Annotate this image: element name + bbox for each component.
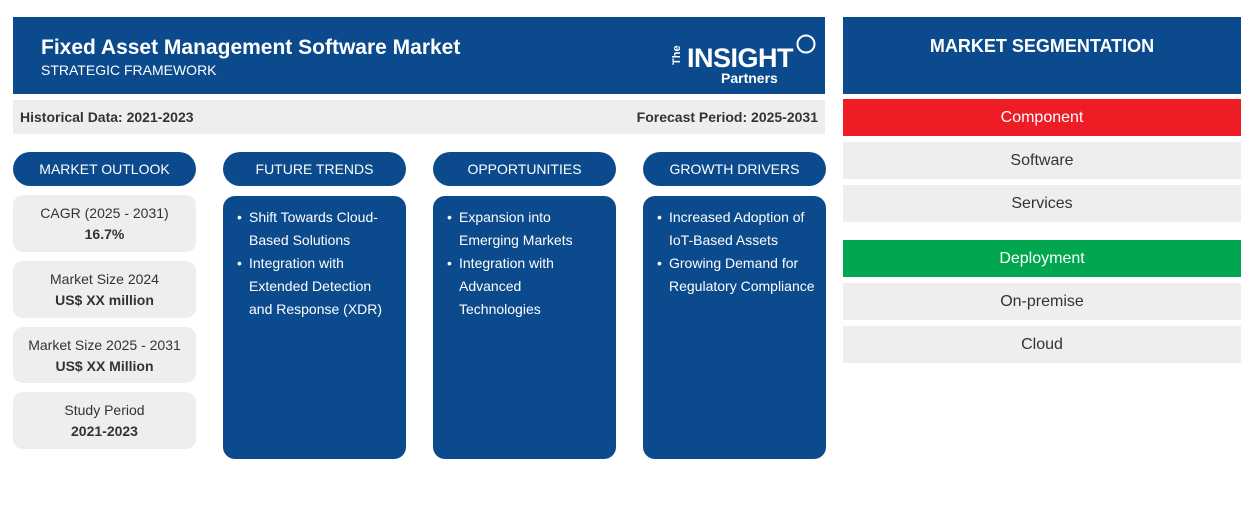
list-item: Increased Adoption of IoT-Based Assets	[657, 206, 816, 252]
segment-item-cloud: Cloud	[843, 326, 1241, 363]
outlook-value: 2021-2023	[71, 423, 138, 439]
outlook-label: Study Period	[64, 402, 145, 418]
outlook-cagr: CAGR (2025 - 2031) 16.7%	[13, 195, 196, 252]
period-bar: Historical Data: 2021-2023 Forecast Peri…	[13, 100, 825, 134]
insight-partners-logo: The INSIGHT Partners	[665, 29, 816, 86]
historical-data: Historical Data: 2021-2023	[20, 109, 194, 125]
outlook-value: 16.7%	[84, 226, 125, 242]
growth-drivers-card: Increased Adoption of IoT-Based Assets G…	[643, 196, 826, 459]
list-item: Expansion into Emerging Markets	[447, 206, 606, 252]
segment-item-software: Software	[843, 142, 1241, 179]
segment-category-deployment: Deployment	[843, 240, 1241, 277]
future-trends-card: Shift Towards Cloud-Based Solutions Inte…	[223, 196, 406, 459]
outlook-study-period: Study Period 2021-2023	[13, 392, 196, 449]
logo-insight-text: INSIGHT	[687, 43, 794, 73]
opportunities-header: OPPORTUNITIES	[433, 152, 616, 186]
logo-partners-text: Partners	[721, 70, 778, 86]
segmentation-title: MARKET SEGMENTATION	[843, 17, 1241, 94]
outlook-value: US$ XX Million	[55, 357, 154, 374]
logo-the-text: The	[671, 45, 683, 65]
outlook-market-size-forecast: Market Size 2025 - 2031 US$ XX Million	[13, 327, 196, 383]
list-item: Integration with Extended Detection and …	[237, 252, 396, 321]
outlook-market-size-2024: Market Size 2024 US$ XX million	[13, 261, 196, 318]
growth-drivers-header: GROWTH DRIVERS	[643, 152, 826, 186]
outlook-value: US$ XX million	[55, 292, 154, 308]
future-trends-header: FUTURE TRENDS	[223, 152, 406, 186]
list-item: Growing Demand for Regulatory Compliance	[657, 252, 816, 298]
opportunities-card: Expansion into Emerging Markets Integrat…	[433, 196, 616, 459]
segment-category-component: Component	[843, 99, 1241, 136]
outlook-label: CAGR (2025 - 2031)	[40, 205, 169, 221]
report-header: Fixed Asset Management Software Market S…	[13, 17, 825, 94]
list-item: Integration with Advanced Technologies	[447, 252, 606, 321]
segment-item-on-premise: On-premise	[843, 283, 1241, 320]
logo-ring-icon	[796, 34, 816, 54]
market-outlook-header: MARKET OUTLOOK	[13, 152, 196, 186]
report-subtitle: STRATEGIC FRAMEWORK	[41, 62, 217, 78]
outlook-label: Market Size 2025 - 2031	[28, 336, 181, 353]
report-title: Fixed Asset Management Software Market	[41, 36, 461, 59]
forecast-period: Forecast Period: 2025-2031	[636, 109, 818, 125]
outlook-label: Market Size 2024	[50, 271, 159, 287]
segment-item-services: Services	[843, 185, 1241, 222]
list-item: Shift Towards Cloud-Based Solutions	[237, 206, 396, 252]
